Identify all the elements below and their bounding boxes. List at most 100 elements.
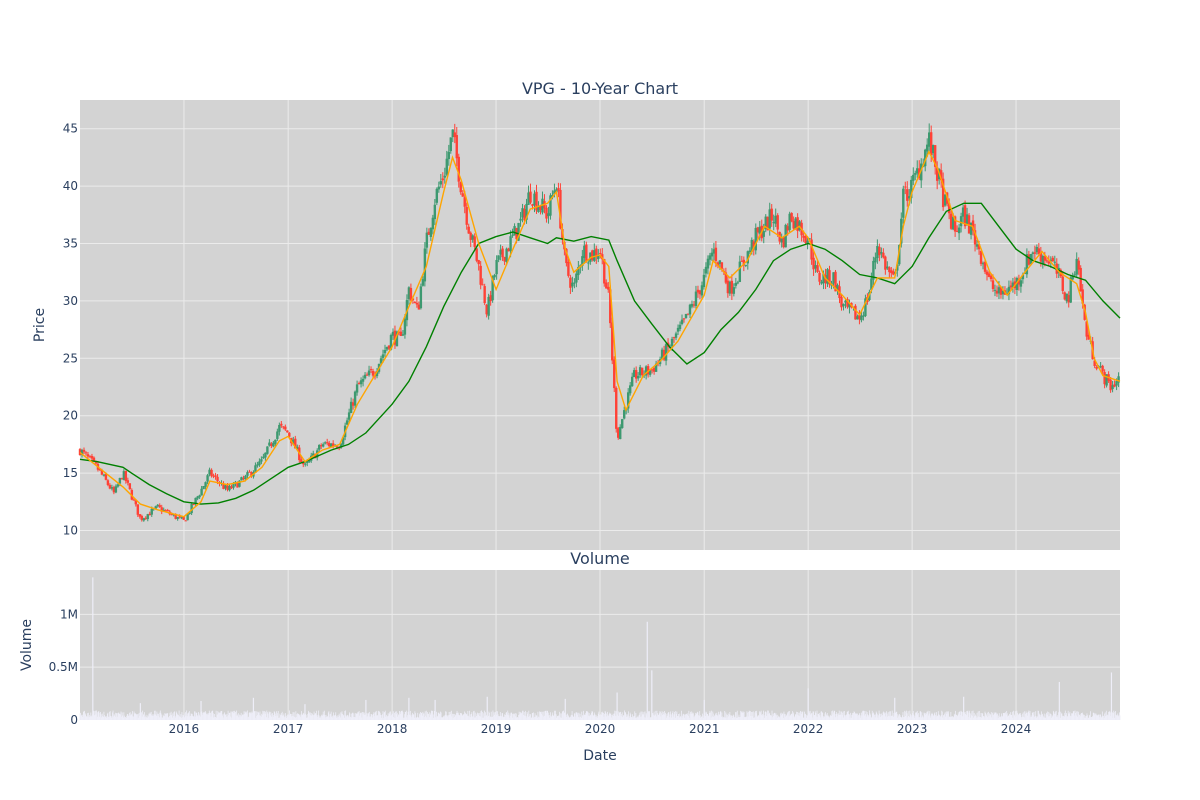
candle-body [810,239,813,260]
candle-body [686,313,690,315]
candle-body [706,258,710,269]
candle-body [166,510,169,512]
candle-body [276,431,279,439]
candle-body [104,473,108,480]
candle-body [591,250,594,260]
price-y-tick-label: 40 [63,179,78,193]
candle-body [957,227,961,234]
candle-body [108,484,112,489]
candle-body [136,504,140,515]
candle-body [611,322,614,361]
candle-body [485,304,488,315]
candle-body [792,221,795,229]
price-lines [79,150,1121,518]
candle-body [573,282,576,284]
candle-body [623,410,626,419]
candle-body [734,282,738,286]
candle-body [1043,256,1047,261]
candle-body [872,260,875,280]
candle-body [748,250,751,253]
candle-body [726,280,730,294]
candle-body [840,297,843,308]
candle-body [628,385,632,394]
candle-body [768,209,771,229]
candle-body [170,514,173,516]
candle-body [1047,261,1051,264]
candle-body [609,289,612,324]
candle-body [94,461,98,464]
candle-body [304,463,307,465]
candle-body [752,241,755,249]
candle-body [822,273,825,284]
price-y-tick-label: 30 [63,294,78,308]
x-tick-label: 2023 [897,722,928,736]
price-y-ticks: 10 15 20 25 30 35 40 45 [63,122,78,538]
candle-body [459,182,462,193]
candle-body [146,514,149,520]
candle-body [1061,276,1064,291]
candle-body [477,260,480,265]
candle-body [808,238,811,240]
candle-body [601,254,604,260]
candle-body [140,515,143,521]
candle-body [597,254,600,260]
candle-body [947,203,951,214]
candle-body [154,506,157,509]
candle-body [449,137,452,152]
candle-body [882,252,885,258]
price-y-tick-label: 35 [63,236,78,250]
candle-body [979,250,983,264]
candle-body [696,289,700,293]
x-tick-label: 2017 [273,722,304,736]
price-y-tick-label: 15 [63,466,78,480]
candle-body [210,469,213,477]
candle-body [258,461,261,466]
candle-body [379,358,383,364]
candle-body [122,471,126,480]
candle-body [1113,384,1116,387]
candle-body [487,296,490,316]
candle-body [106,480,110,485]
candle-body [738,261,742,282]
candle-body [224,485,227,489]
candle-body [1051,257,1054,262]
candle-body [475,248,478,261]
candle-body [812,257,815,270]
candle-body [1019,280,1023,287]
candle-body [684,313,688,319]
candle-body [943,194,947,206]
candle-body [814,265,817,269]
candle-body [652,368,656,372]
candle-body [806,240,809,245]
candle-body [200,488,203,496]
candle-body [246,472,249,476]
candle-body [632,370,636,378]
candle-body [395,331,399,347]
candle-body [1027,254,1031,265]
candle-body [321,444,325,447]
candle-body [393,330,397,345]
candle-body [347,412,351,420]
candle-body [318,444,321,450]
candle-body [369,369,373,371]
candle-body [1095,366,1098,369]
candle-body [216,476,219,482]
x-tick-label: 2019 [481,722,512,736]
candle-body [634,370,638,379]
candle-body [864,298,867,317]
candle-body [335,446,339,448]
candle-body [118,477,122,484]
candle-body [441,178,445,181]
candle-body [874,257,877,263]
candle-body [997,287,1001,294]
candle-body [284,426,287,430]
candle-body [575,273,578,283]
candle-body [274,439,277,444]
candle-body [674,333,678,338]
candle-body [718,260,722,264]
candle-body [158,505,161,507]
volume-x-ticks: 2016 2017 2018 2019 2020 2021 2022 2023 2024 [169,722,1032,736]
candle-body [286,430,289,433]
candle-body [935,167,939,181]
candle-body [537,206,540,212]
